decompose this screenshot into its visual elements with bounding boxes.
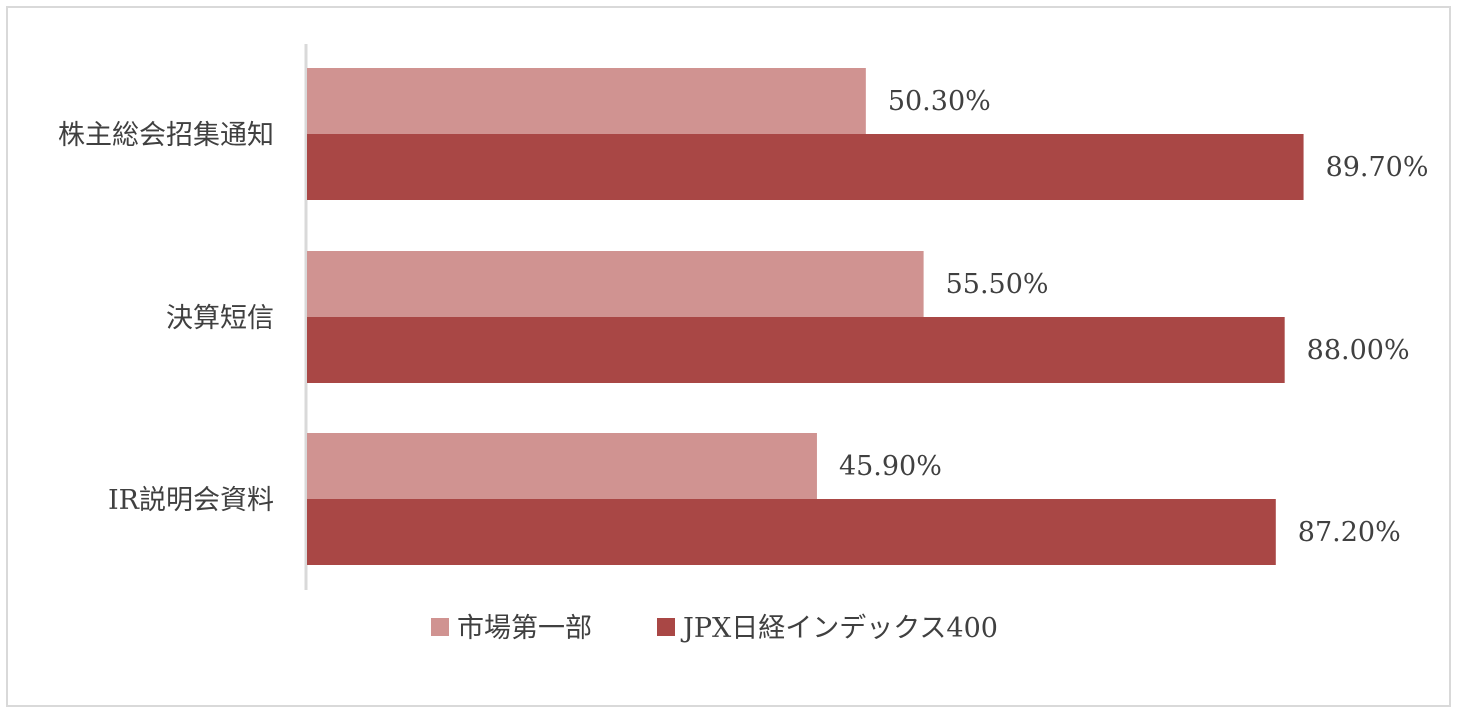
- bar-jpx-nikkei-400: [307, 134, 1304, 200]
- bar-jpx-nikkei-400: [307, 499, 1276, 565]
- data-label: 45.90%: [839, 451, 942, 482]
- data-label: 50.30%: [888, 86, 991, 117]
- legend-swatch: [657, 618, 675, 636]
- bar-market-first-section: [307, 251, 924, 317]
- category-label: 決算短信: [166, 303, 274, 334]
- data-label: 55.50%: [946, 269, 1049, 300]
- category-label: 株主総会招集通知: [58, 120, 274, 151]
- bar-market-first-section: [307, 68, 866, 134]
- data-label: 89.70%: [1326, 152, 1429, 183]
- legend-swatch: [431, 618, 449, 636]
- bar-market-first-section: [307, 433, 817, 499]
- bar-jpx-nikkei-400: [307, 317, 1285, 383]
- data-label: 88.00%: [1307, 335, 1410, 366]
- category-label: IR説明会資料: [108, 485, 274, 516]
- legend-label: JPX日経インデックス400: [680, 613, 998, 644]
- data-label: 87.20%: [1298, 517, 1401, 548]
- legend-label: 市場第一部: [457, 613, 592, 644]
